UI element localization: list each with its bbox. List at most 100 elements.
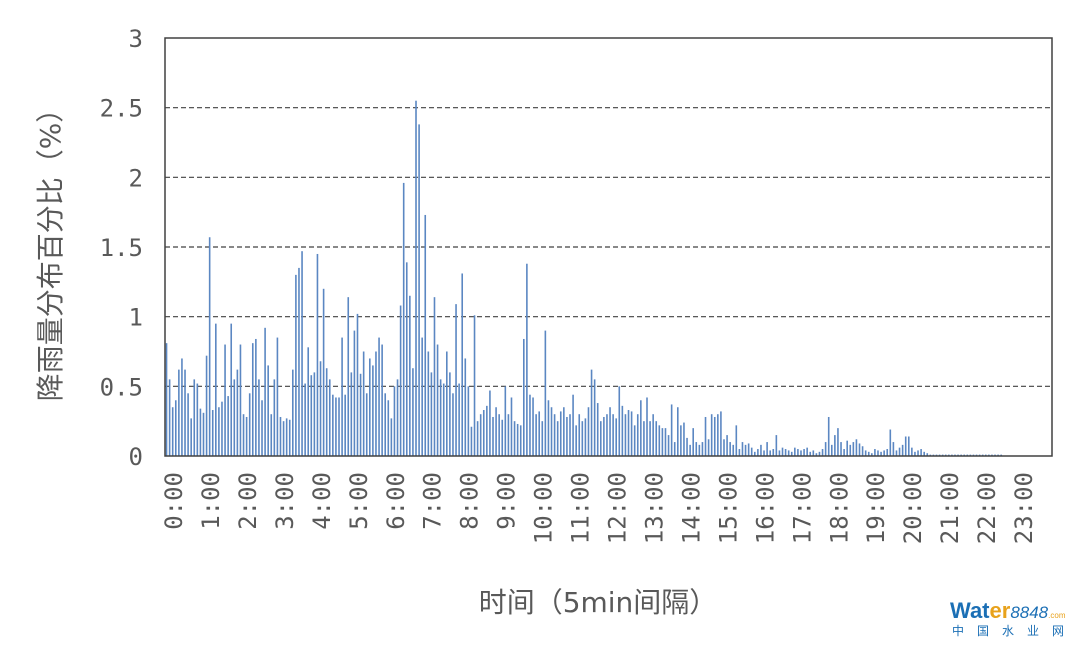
- bar-series: [165, 100, 1002, 457]
- bar: [267, 365, 269, 456]
- bar: [261, 400, 263, 456]
- x-tick-label: 17:00: [788, 472, 816, 544]
- bar: [529, 394, 531, 456]
- bar: [575, 425, 577, 456]
- bar: [920, 449, 922, 456]
- bar: [501, 419, 504, 456]
- bar: [171, 407, 174, 456]
- bar: [498, 414, 500, 456]
- bar: [184, 369, 186, 456]
- bar: [492, 416, 494, 456]
- bar: [914, 451, 916, 456]
- x-tick-label: 7:00: [419, 472, 447, 530]
- bar: [824, 442, 827, 456]
- bar: [439, 379, 442, 456]
- bar: [907, 436, 910, 456]
- bar: [636, 414, 639, 456]
- bar: [310, 375, 313, 456]
- bar: [766, 442, 768, 456]
- bar: [307, 347, 310, 456]
- bar: [344, 394, 346, 456]
- bar: [165, 343, 168, 456]
- bar: [815, 453, 818, 456]
- bar: [630, 411, 633, 456]
- watermark-brand-cn: 中国水业网: [952, 624, 1078, 638]
- bar: [578, 414, 581, 456]
- bar: [858, 443, 861, 456]
- bar: [285, 418, 288, 456]
- bar: [572, 394, 574, 456]
- bar: [362, 351, 365, 456]
- bar: [621, 405, 624, 456]
- bar: [304, 383, 306, 456]
- bar: [328, 379, 331, 456]
- bar: [806, 447, 808, 456]
- bar: [202, 412, 205, 456]
- bar: [295, 274, 297, 456]
- y-axis-tick-labels: 0 0.5 1 1.5 2 2.5 3: [100, 25, 143, 471]
- bar: [904, 436, 907, 456]
- bar: [883, 450, 885, 456]
- bar: [341, 337, 343, 456]
- bar: [270, 414, 273, 456]
- bar: [372, 365, 374, 456]
- bar: [732, 444, 735, 456]
- bar: [667, 435, 670, 456]
- bar: [615, 418, 617, 456]
- bar: [661, 428, 664, 456]
- bar: [606, 414, 608, 456]
- bar: [821, 449, 824, 456]
- bar: [803, 449, 805, 456]
- bar: [248, 393, 251, 456]
- bar: [898, 447, 901, 456]
- bar: [738, 449, 741, 456]
- watermark-logo: Water8848.com 中国水业网: [938, 598, 1076, 644]
- bar: [633, 425, 636, 456]
- bar: [723, 439, 725, 456]
- bar: [479, 414, 482, 456]
- bar: [405, 262, 408, 456]
- bar: [387, 400, 390, 456]
- bar: [720, 411, 722, 456]
- watermark-brand-suffix: .com: [1048, 611, 1066, 620]
- bar: [643, 421, 645, 456]
- bar: [658, 425, 661, 456]
- bar: [409, 295, 411, 456]
- bar: [627, 410, 630, 456]
- bar: [837, 428, 839, 456]
- bar: [396, 379, 399, 456]
- bar: [230, 323, 233, 456]
- bar: [288, 419, 291, 456]
- x-tick-label: 12:00: [604, 472, 632, 544]
- bar: [168, 379, 171, 456]
- bar: [744, 444, 747, 456]
- bar: [741, 442, 744, 456]
- bar: [255, 338, 257, 456]
- bar: [464, 358, 467, 456]
- bar: [843, 449, 845, 456]
- y-tick-label: 2: [129, 164, 143, 192]
- x-tick-label: 11:00: [567, 472, 595, 544]
- bar: [676, 407, 679, 456]
- x-tick-label: 23:00: [1010, 472, 1038, 544]
- bar: [624, 414, 627, 456]
- bar: [747, 443, 750, 456]
- x-tick-label: 8:00: [456, 472, 484, 530]
- bar: [205, 355, 208, 456]
- bar: [473, 315, 476, 456]
- bar: [181, 358, 183, 456]
- bar: [273, 379, 276, 456]
- bar: [347, 297, 350, 456]
- bar: [535, 414, 537, 456]
- bar: [442, 383, 445, 456]
- bar: [612, 414, 614, 456]
- bar: [282, 421, 285, 456]
- x-tick-label: 9:00: [493, 472, 521, 530]
- bar: [852, 442, 855, 456]
- bar: [233, 379, 236, 456]
- bar: [686, 437, 688, 456]
- bar: [923, 451, 925, 456]
- bar: [369, 358, 371, 456]
- x-tick-label: 16:00: [751, 472, 779, 544]
- bar: [415, 100, 417, 456]
